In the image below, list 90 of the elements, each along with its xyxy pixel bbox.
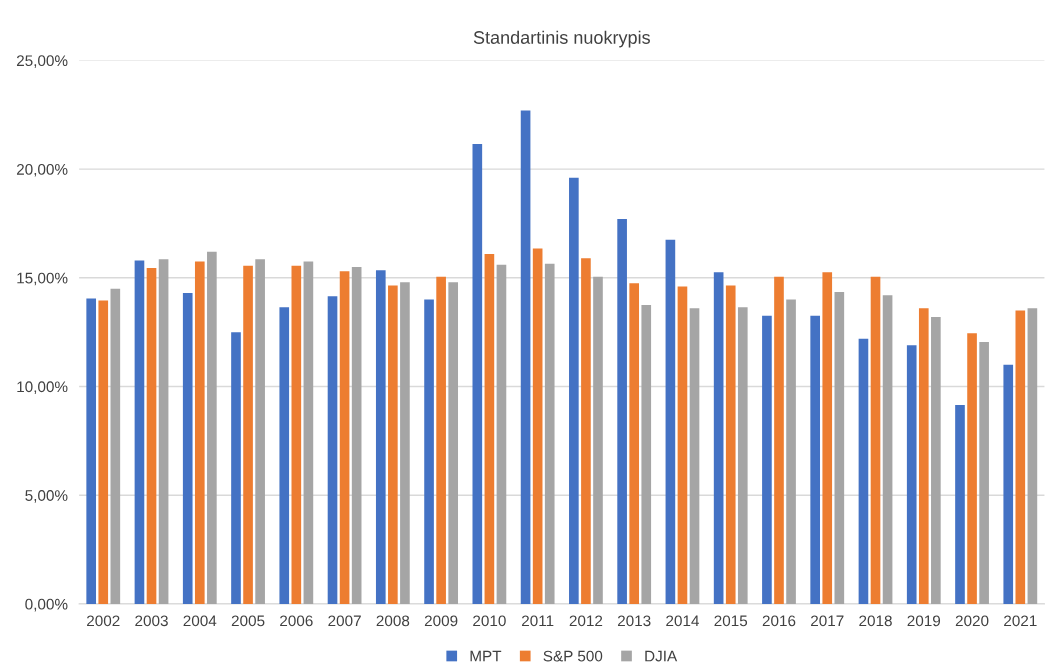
- bar: [774, 276, 784, 604]
- bar: [762, 315, 772, 604]
- bar: [665, 239, 676, 604]
- legend-label: S&P 500: [543, 650, 603, 662]
- bar: [448, 282, 459, 604]
- bar: [569, 177, 579, 604]
- bar: [581, 258, 591, 604]
- bar: [520, 110, 531, 604]
- bar: [593, 276, 603, 604]
- bar: [906, 345, 917, 604]
- bar: [194, 261, 205, 604]
- bar: [243, 265, 253, 604]
- bar: [146, 268, 157, 604]
- x-tick-label: 2002: [87, 615, 120, 627]
- bar: [617, 219, 627, 604]
- x-tick-label: 2012: [569, 615, 603, 627]
- chart-title: Standartinis nuokrypis: [473, 30, 650, 48]
- bar: [1015, 310, 1026, 604]
- bar: [231, 332, 241, 604]
- x-tick-label: 2020: [955, 615, 989, 627]
- bar: [134, 260, 145, 604]
- bar: [677, 286, 688, 604]
- x-tick-label: 2003: [135, 615, 168, 627]
- bar: [967, 333, 977, 604]
- bar: [436, 276, 446, 604]
- x-tick-label: 2014: [666, 615, 699, 627]
- bar: [388, 285, 398, 604]
- bar: [641, 304, 652, 604]
- y-tick-label: 0,00%: [25, 598, 68, 612]
- x-tick-label: 2016: [762, 615, 796, 627]
- x-tick-label: 2008: [376, 615, 410, 627]
- bar: [327, 296, 338, 604]
- bar: [182, 293, 193, 604]
- bar: [544, 263, 555, 604]
- legend-label: MPT: [470, 650, 502, 662]
- bar: [484, 253, 495, 604]
- x-tick-label: 2009: [424, 615, 458, 627]
- bar: [351, 266, 362, 604]
- x-tick-label: 2007: [328, 615, 361, 627]
- y-tick-label: 25,00%: [16, 55, 68, 68]
- legend-label: DJIA: [645, 650, 678, 662]
- bar: [532, 248, 543, 604]
- bar: [737, 307, 748, 604]
- bar: [786, 299, 796, 604]
- bar: [375, 270, 386, 604]
- bar: [931, 316, 941, 604]
- bar: [834, 291, 845, 604]
- bar: [689, 308, 700, 604]
- bar: [810, 315, 821, 604]
- bar: [98, 300, 109, 604]
- bar: [472, 144, 483, 604]
- x-tick-label: 2015: [714, 615, 748, 627]
- x-tick-label: 2005: [231, 615, 265, 627]
- y-tick-label: 15,00%: [17, 272, 68, 286]
- x-tick-label: 2006: [280, 615, 313, 627]
- bar: [303, 261, 314, 604]
- bar: [979, 341, 989, 604]
- bar: [955, 404, 965, 604]
- bar: [1027, 308, 1038, 604]
- x-tick-label: 2013: [617, 615, 651, 627]
- bar: [629, 283, 640, 604]
- bar: [207, 251, 217, 604]
- y-tick-label: 10,00%: [17, 381, 68, 394]
- bar: [110, 288, 121, 604]
- bar: [279, 307, 290, 604]
- bar: [86, 298, 97, 604]
- bar: [882, 295, 893, 604]
- bar: [1003, 364, 1014, 604]
- bar: [858, 338, 869, 604]
- x-tick-label: 2011: [521, 615, 554, 627]
- bar: [713, 272, 724, 604]
- x-tick-label: 2018: [859, 615, 892, 627]
- bar: [918, 308, 929, 604]
- x-tick-label: 2004: [183, 615, 217, 627]
- bar: [725, 285, 736, 604]
- bar: [158, 259, 169, 604]
- bar: [400, 282, 410, 604]
- x-tick-label: 2010: [473, 615, 506, 627]
- x-tick-label: 2017: [811, 615, 844, 627]
- x-tick-label: 2021: [1004, 615, 1037, 627]
- bar: [255, 259, 265, 604]
- y-tick-label: 5,00%: [25, 490, 68, 503]
- bar: [424, 299, 434, 604]
- y-tick-label: 20,00%: [16, 163, 68, 177]
- bar: [496, 264, 507, 604]
- bar: [339, 271, 350, 604]
- bar: [291, 265, 302, 604]
- bar: [870, 276, 881, 604]
- bar: [822, 272, 833, 604]
- x-tick-label: 2019: [907, 615, 941, 627]
